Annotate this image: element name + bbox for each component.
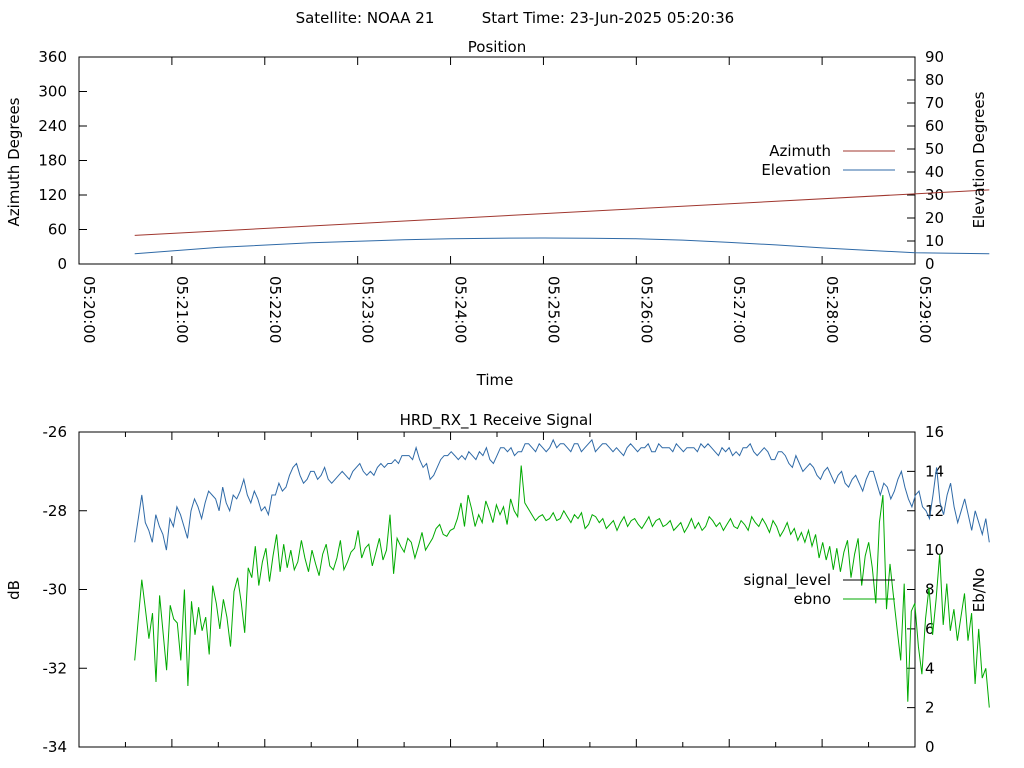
position-left-y-axis: 0 60 120 180 240 300 360 <box>38 48 87 273</box>
signal-left-tick-label: -34 <box>43 738 68 756</box>
legend-label-azimuth: Azimuth <box>769 142 831 160</box>
signal-right-tick-label: 12 <box>925 502 944 520</box>
legend-label-signal-level: signal_level <box>743 571 831 590</box>
position-right-tick-label: 60 <box>925 117 944 135</box>
signal-right-tick-label: 2 <box>925 699 935 717</box>
position-right-tick-label: 50 <box>925 140 944 158</box>
position-x-tick-label: 05:28:00 <box>823 276 841 343</box>
position-x-tick-label: 05:22:00 <box>266 276 284 343</box>
position-right-tick-label: 40 <box>925 163 944 181</box>
position-series <box>134 189 990 255</box>
position-left-y-axis-label: Azimuth Degrees <box>5 97 23 226</box>
position-chart-title: Position <box>468 38 526 56</box>
signal-right-tick-label: 6 <box>925 620 935 638</box>
position-x-tick-label: 05:26:00 <box>637 276 655 343</box>
signal-left-tick-label: -32 <box>43 659 68 677</box>
position-left-tick-label: 300 <box>38 83 67 101</box>
signal-right-tick-label: 10 <box>925 541 944 559</box>
position-right-tick-label: 10 <box>925 232 944 250</box>
position-right-y-axis-label: Elevation Degrees <box>970 91 988 228</box>
start-time-label: Start Time: 23-Jun-2025 05:20:36 <box>482 9 734 27</box>
signal-left-tick-label: -30 <box>43 581 68 599</box>
position-left-tick-label: 120 <box>38 186 67 204</box>
position-left-tick-label: 360 <box>38 48 67 66</box>
position-right-tick-label: 80 <box>925 71 944 89</box>
position-right-y-axis: 0 10 20 30 40 50 60 70 80 90 <box>907 48 944 273</box>
signal-right-y-axis-label: Eb/No <box>970 568 988 612</box>
position-x-tick-label: 05:23:00 <box>359 276 377 343</box>
position-x-axis-label: Time <box>476 371 514 389</box>
position-x-tick-label: 05:25:00 <box>544 276 562 343</box>
satellite-label: Satellite: NOAA 21 <box>296 9 435 27</box>
position-legend: Azimuth Elevation <box>761 142 895 179</box>
position-x-tick-label: 05:24:00 <box>452 276 470 343</box>
signal-right-y-axis: 0 2 4 6 8 10 12 14 16 <box>907 423 944 756</box>
position-right-tick-label: 90 <box>925 48 944 66</box>
signal-right-tick-label: 16 <box>925 423 944 441</box>
signal-left-y-axis: -26 -28 -30 -32 -34 <box>43 423 87 756</box>
position-right-tick-label: 30 <box>925 186 944 204</box>
position-x-tick-label: 05:20:00 <box>80 276 98 343</box>
series-elevation-line <box>134 237 990 255</box>
signal-left-tick-label: -28 <box>43 502 68 520</box>
position-x-tick-label: 05:29:00 <box>916 276 934 343</box>
signal-right-tick-label: 8 <box>925 581 935 599</box>
series-signal-level-line <box>134 438 990 551</box>
signal-x-axis <box>78 432 916 747</box>
position-x-tick-label: 05:21:00 <box>173 276 191 343</box>
signal-plot-frame <box>78 431 916 748</box>
series-azimuth-line <box>134 189 990 236</box>
legend-label-elevation: Elevation <box>761 161 831 179</box>
series-ebno-line <box>134 465 990 708</box>
position-right-tick-label: 70 <box>925 94 944 112</box>
position-left-tick-label: 240 <box>38 117 67 135</box>
position-left-tick-label: 60 <box>48 221 67 239</box>
signal-chart: HRD_RX_1 Receive Signal -26-28-30-32-34 … <box>5 411 990 756</box>
signal-chart-title: HRD_RX_1 Receive Signal <box>400 411 593 430</box>
position-left-tick-label: 180 <box>38 152 67 170</box>
signal-right-tick-label: 0 <box>925 738 935 756</box>
position-left-tick-label: 0 <box>57 255 67 273</box>
signal-left-tick-label: -26 <box>43 423 68 441</box>
signal-left-y-axis-label: dB <box>5 580 23 600</box>
position-x-axis: 05:20:00 05:21:00 05:22:00 05:23:00 05:24:00… <box>78 57 934 343</box>
signal-right-tick-label: 14 <box>925 462 944 480</box>
position-right-tick-label: 20 <box>925 209 944 227</box>
position-chart: Position 05:20:00 05:21:00 05:22:00 05:23:0… <box>5 38 990 389</box>
position-right-tick-label: 0 <box>925 255 935 273</box>
signal-right-tick-label: 4 <box>925 659 935 677</box>
legend-label-ebno: ebno <box>794 590 831 608</box>
position-x-tick-label: 05:27:00 <box>730 276 748 343</box>
signal-legend: signal_level ebno <box>743 571 895 608</box>
signal-series <box>134 438 990 708</box>
